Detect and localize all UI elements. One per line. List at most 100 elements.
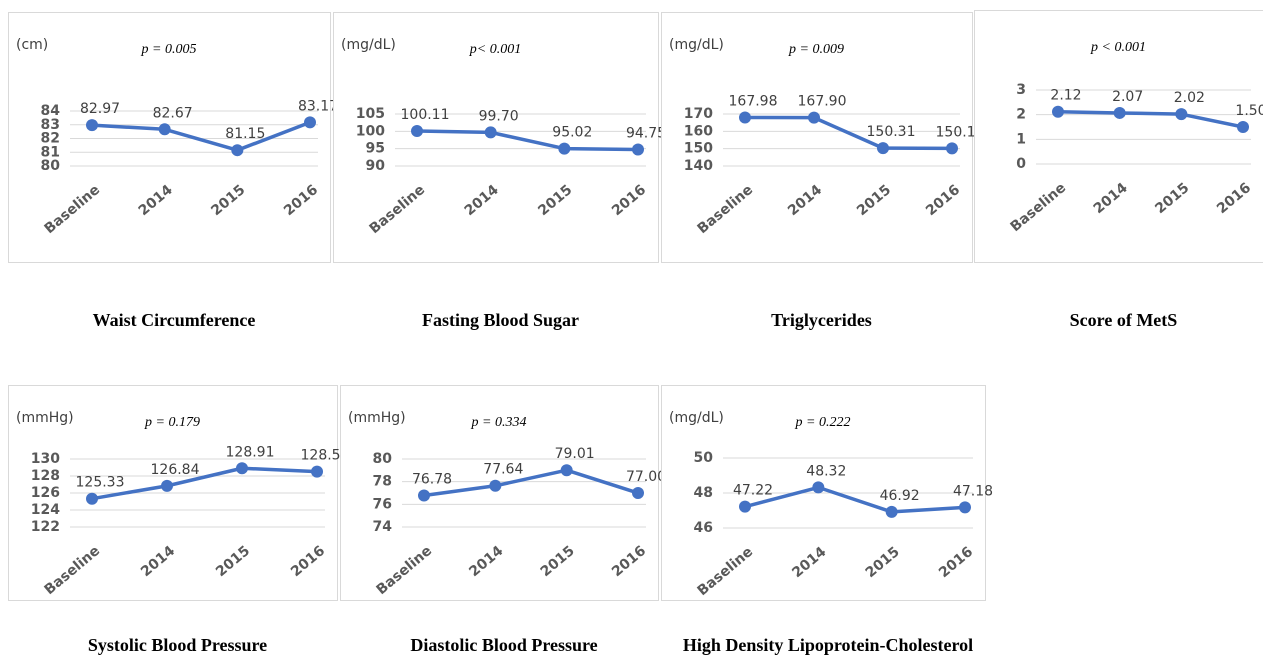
point	[1237, 121, 1249, 133]
line	[423, 468, 639, 498]
point	[558, 142, 571, 155]
point	[304, 116, 316, 129]
point	[739, 500, 751, 513]
data-label: 77.00	[626, 469, 666, 485]
y-tick-label: 95	[366, 141, 385, 157]
data-label: 128.91	[226, 444, 275, 460]
point	[632, 143, 644, 156]
point	[959, 501, 971, 514]
point	[86, 119, 98, 132]
data-label: 1.50	[1235, 103, 1263, 119]
data-label: 82.97	[80, 101, 120, 117]
y-axis-label: (mmHg)	[348, 410, 406, 426]
y-tick-label: 160	[684, 123, 713, 139]
line	[744, 115, 953, 151]
point	[1113, 106, 1126, 119]
line	[91, 120, 311, 152]
y-axis-label: (cm)	[16, 37, 48, 53]
y-tick-label: 100	[356, 123, 385, 139]
chart-title: Waist Circumference	[93, 310, 256, 330]
point	[86, 492, 98, 505]
line	[91, 466, 318, 501]
point	[632, 487, 644, 499]
panel-border	[333, 12, 659, 263]
y-tick-label: 82	[41, 131, 60, 147]
point	[231, 144, 244, 157]
line	[1057, 109, 1244, 129]
panel-border	[974, 10, 1263, 263]
point	[411, 124, 423, 137]
chart-title: Triglycerides	[771, 310, 872, 330]
p-value: p < 0.001	[1090, 40, 1146, 55]
data-label: 82.67	[153, 105, 193, 121]
data-label: 100.11	[401, 107, 450, 123]
data-label: 81.15	[225, 126, 265, 142]
panel-border	[8, 12, 331, 263]
panel-border	[661, 12, 973, 263]
y-axis-label: (mg/dL)	[669, 37, 724, 53]
data-label: 150.31	[867, 124, 916, 140]
p-value: p< 0.001	[469, 42, 521, 57]
y-tick-label: 128	[31, 468, 60, 484]
data-label: 47.22	[733, 483, 773, 499]
chart-title: Diastolic Blood Pressure	[410, 635, 597, 655]
y-tick-label: 84	[41, 103, 61, 119]
y-tick-label: 48	[694, 485, 713, 501]
data-label: 128.52	[301, 448, 350, 464]
y-axis-label: (mmHg)	[16, 410, 74, 426]
data-label: 47.18	[953, 483, 993, 499]
data-label: 167.98	[729, 94, 778, 110]
point	[418, 489, 430, 502]
line	[416, 129, 639, 152]
y-tick-label: 3	[1016, 82, 1026, 98]
point	[1175, 108, 1188, 121]
point	[158, 123, 171, 136]
p-value: p = 0.005	[141, 42, 197, 57]
y-tick-label: 81	[41, 144, 60, 160]
point	[236, 462, 248, 475]
y-tick-label: 126	[31, 485, 60, 501]
point	[161, 479, 173, 492]
point	[1052, 105, 1064, 118]
y-tick-label: 170	[684, 106, 713, 122]
y-tick-label: 80	[41, 158, 61, 174]
line	[744, 485, 966, 514]
p-value: p = 0.334	[471, 415, 527, 430]
data-label: 126.84	[151, 462, 200, 478]
point	[812, 481, 825, 494]
chart-title: Fasting Blood Sugar	[422, 310, 579, 330]
chart-title: Systolic Blood Pressure	[88, 635, 267, 655]
y-tick-label: 130	[31, 451, 60, 467]
y-tick-label: 50	[694, 450, 714, 466]
y-tick-label: 2	[1016, 107, 1026, 123]
y-axis-label: (mg/dL)	[669, 410, 724, 426]
data-label: 167.90	[798, 94, 847, 110]
y-axis-label: (mg/dL)	[341, 37, 396, 53]
point	[808, 111, 820, 124]
data-label: 94.75	[626, 126, 666, 142]
panel-border	[340, 385, 659, 601]
y-tick-label: 46	[694, 520, 713, 536]
data-label: 79.01	[555, 446, 595, 462]
y-tick-label: 1	[1016, 131, 1026, 147]
data-label: 77.64	[483, 462, 523, 478]
point	[946, 142, 958, 155]
y-tick-label: 76	[373, 496, 392, 512]
point	[877, 142, 889, 155]
data-label: 150.15	[936, 124, 985, 140]
p-value: p = 0.009	[788, 42, 844, 57]
data-label: 76.78	[412, 471, 452, 487]
y-tick-label: 124	[31, 502, 60, 518]
chart-title: Score of MetS	[1070, 310, 1178, 330]
data-label: 95.02	[552, 125, 592, 141]
data-label: 125.33	[76, 475, 125, 491]
point	[311, 465, 323, 478]
p-value: p = 0.179	[144, 415, 200, 430]
point	[739, 111, 751, 124]
y-tick-label: 0	[1016, 156, 1026, 172]
data-label: 2.12	[1050, 88, 1081, 104]
y-tick-label: 150	[684, 141, 713, 157]
y-tick-label: 122	[31, 519, 60, 535]
y-tick-label: 140	[684, 158, 713, 174]
